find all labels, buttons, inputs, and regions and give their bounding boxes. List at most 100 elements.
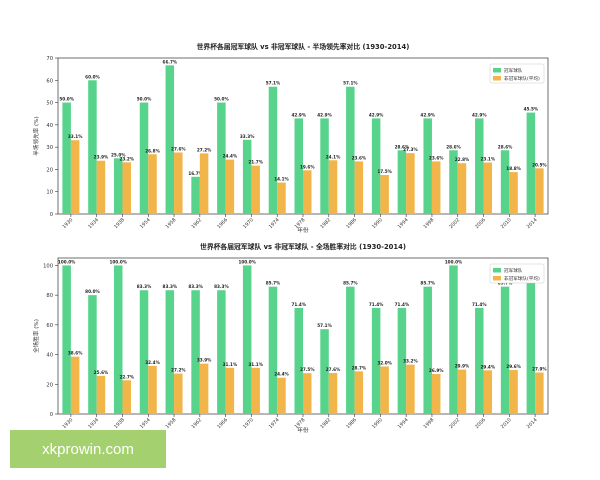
y-tick-label: 0 bbox=[50, 212, 53, 218]
x-tick-label: 2006 bbox=[474, 217, 487, 230]
champion-value-label: 85.7% bbox=[266, 281, 281, 286]
legend-box bbox=[489, 263, 545, 284]
champion-value-label: 42.9% bbox=[472, 112, 487, 117]
non-champion-bar bbox=[122, 162, 131, 214]
watermark-banner: xkprowin.com bbox=[10, 430, 166, 468]
non-champion-bar bbox=[251, 367, 260, 414]
x-tick-label: 1938 bbox=[113, 217, 126, 230]
y-tick-label: 80 bbox=[46, 293, 53, 299]
champion-value-label: 45.5% bbox=[524, 107, 539, 112]
non-champion-bar bbox=[406, 364, 415, 414]
champion-bar bbox=[423, 286, 432, 414]
non-champion-value-label: 27.6% bbox=[171, 146, 186, 151]
champion-bar bbox=[191, 290, 200, 414]
champion-bar bbox=[191, 176, 200, 214]
y-tick-label: 0 bbox=[50, 412, 53, 418]
champion-value-label: 60.0% bbox=[85, 74, 100, 79]
legend-swatch bbox=[493, 68, 501, 73]
x-tick-label: 1970 bbox=[242, 217, 255, 230]
non-champion-value-label: 31.1% bbox=[248, 362, 263, 367]
non-champion-value-label: 31.1% bbox=[223, 362, 238, 367]
champion-bar bbox=[423, 118, 432, 214]
non-champion-value-label: 18.8% bbox=[506, 166, 521, 171]
non-champion-value-label: 24.4% bbox=[223, 154, 238, 159]
y-tick-label: 20 bbox=[46, 382, 53, 388]
champion-bar bbox=[62, 265, 71, 414]
x-tick-label: 1970 bbox=[242, 417, 255, 430]
non-champion-value-label: 29.4% bbox=[481, 364, 496, 369]
legend-swatch bbox=[493, 276, 501, 281]
non-champion-value-label: 38.6% bbox=[68, 351, 83, 356]
non-champion-bar bbox=[199, 363, 209, 414]
non-champion-value-label: 14.1% bbox=[274, 177, 289, 182]
champion-value-label: 85.7% bbox=[420, 281, 435, 286]
non-champion-bar bbox=[148, 154, 157, 214]
non-champion-value-label: 29.9% bbox=[455, 364, 470, 369]
champion-bar bbox=[62, 102, 71, 214]
non-champion-bar bbox=[303, 373, 312, 414]
legend-swatch bbox=[493, 76, 501, 81]
y-tick-label: 10 bbox=[46, 190, 53, 196]
champion-bar bbox=[88, 80, 97, 215]
non-champion-bar bbox=[431, 161, 441, 214]
champion-bar bbox=[294, 307, 303, 414]
non-champion-bar bbox=[174, 152, 183, 214]
champion-bar bbox=[526, 112, 536, 214]
non-champion-value-label: 25.6% bbox=[94, 370, 109, 375]
non-champion-bar bbox=[277, 377, 286, 414]
champion-value-label: 42.9% bbox=[317, 112, 332, 117]
champion-value-label: 50.0% bbox=[59, 97, 74, 102]
non-champion-value-label: 22.8% bbox=[455, 157, 470, 162]
champion-bar bbox=[242, 139, 252, 214]
watermark-text: xkprowin.com bbox=[42, 440, 134, 458]
champion-bar bbox=[371, 118, 381, 214]
champion-value-label: 42.9% bbox=[291, 112, 306, 117]
y-tick-label: 70 bbox=[46, 56, 53, 62]
non-champion-bar bbox=[148, 365, 157, 414]
x-tick-label: 2002 bbox=[448, 417, 461, 430]
champion-value-label: 28.6% bbox=[395, 144, 410, 149]
non-champion-value-label: 27.3% bbox=[403, 147, 418, 152]
non-champion-bar bbox=[174, 373, 183, 414]
legend-label: 冠军球队 bbox=[504, 67, 523, 74]
champion-bar bbox=[113, 265, 123, 414]
x-tick-label: 2010 bbox=[500, 417, 513, 430]
y-tick-label: 30 bbox=[46, 145, 53, 151]
champion-bar bbox=[139, 290, 149, 414]
non-champion-bar bbox=[328, 372, 338, 414]
champion-bar bbox=[475, 307, 484, 414]
non-champion-bar bbox=[380, 175, 389, 214]
non-champion-value-label: 23.1% bbox=[481, 157, 496, 162]
champion-value-label: 83.3% bbox=[137, 284, 152, 289]
non-champion-value-label: 29.6% bbox=[506, 364, 521, 369]
non-champion-value-label: 22.7% bbox=[119, 374, 134, 379]
non-champion-value-label: 24.4% bbox=[274, 372, 289, 377]
champion-value-label: 66.7% bbox=[163, 59, 178, 64]
champion-bar bbox=[165, 65, 175, 215]
champion-bar bbox=[113, 158, 123, 214]
non-champion-bar bbox=[277, 182, 286, 214]
x-tick-label: 1966 bbox=[216, 217, 229, 230]
x-axis-label: 年份 bbox=[297, 226, 309, 234]
non-champion-bar bbox=[483, 162, 493, 214]
champion-bar bbox=[346, 286, 355, 414]
non-champion-bar bbox=[225, 159, 235, 214]
champion-value-label: 71.4% bbox=[472, 302, 487, 307]
non-champion-bar bbox=[406, 153, 415, 214]
champion-value-label: 83.3% bbox=[163, 284, 178, 289]
non-champion-value-label: 26.9% bbox=[429, 368, 444, 373]
non-champion-value-label: 23.6% bbox=[352, 155, 367, 160]
x-tick-label: 1962 bbox=[190, 417, 203, 430]
x-tick-label: 1930 bbox=[61, 217, 74, 230]
non-champion-bar bbox=[354, 371, 364, 414]
non-champion-value-label: 20.5% bbox=[532, 162, 547, 167]
champion-bar bbox=[217, 102, 226, 214]
non-champion-value-label: 33.1% bbox=[68, 134, 83, 139]
x-tick-label: 2014 bbox=[526, 417, 539, 430]
non-champion-bar bbox=[122, 380, 131, 414]
champion-value-label: 28.6% bbox=[446, 144, 461, 149]
non-champion-value-label: 21.7% bbox=[248, 160, 263, 165]
x-tick-label: 2006 bbox=[474, 417, 487, 430]
non-champion-bar bbox=[509, 370, 518, 414]
non-champion-bar bbox=[303, 170, 312, 214]
